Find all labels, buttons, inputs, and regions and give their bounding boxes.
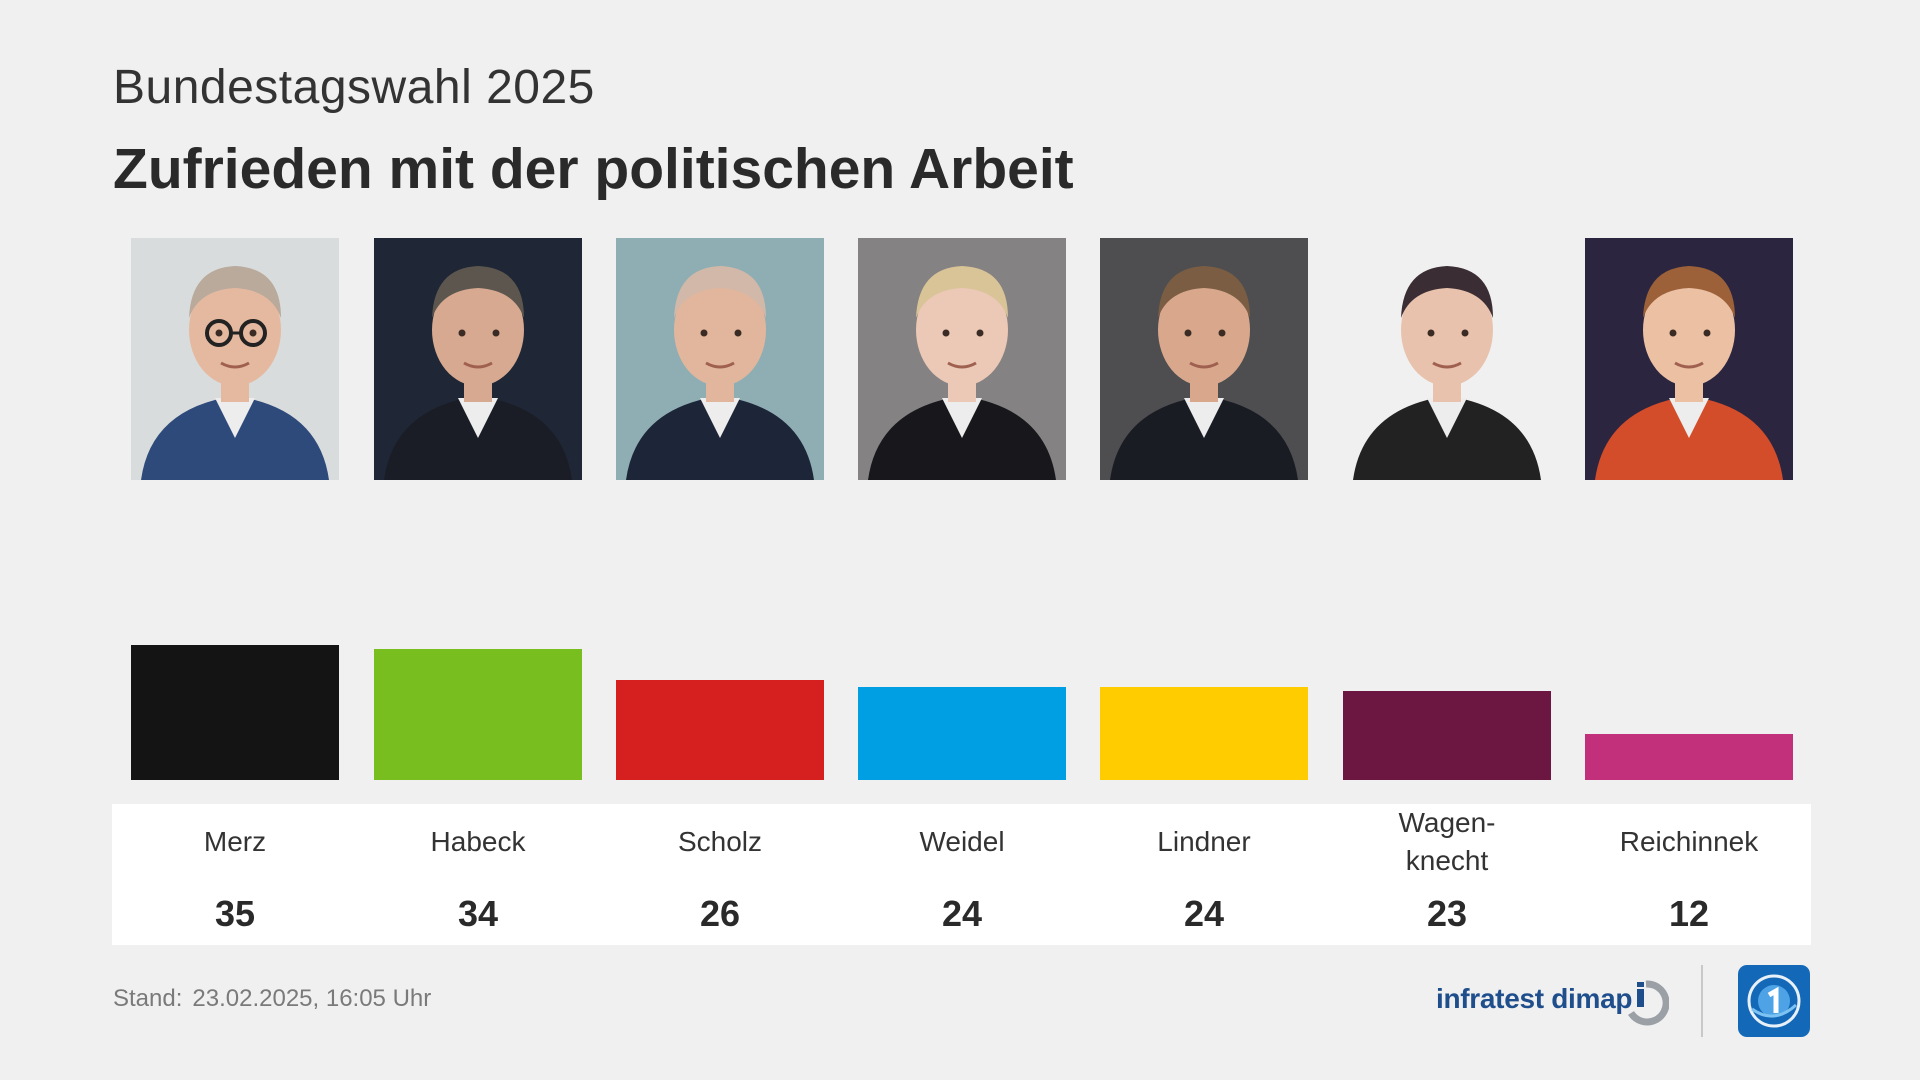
weidel-photo [858,238,1066,480]
value-label: 26 [699,893,741,934]
scholz-photo [616,238,824,480]
bar-habeck [374,649,582,780]
chart-title: Zufrieden mit der politischen Arbeit [113,137,1074,201]
bar-reichinnek [1585,734,1793,780]
bar-scholz [616,680,824,780]
value-label: 23 [1426,893,1468,934]
category-label: Wagen- knecht [1398,807,1496,876]
category-label: Lindner [1157,826,1251,857]
bar-lindner [1100,687,1308,780]
category-label: Weidel [919,826,1005,857]
value-label: 35 [214,893,256,934]
label-panel [112,804,1811,945]
category-label: Reichinnek [1619,826,1759,857]
bar-weidel [858,687,1066,780]
reichinnek-photo [1585,238,1793,480]
category-label: Merz [203,826,267,857]
stand-value: 23.02.2025, 16:05 Uhr [192,985,432,1012]
ard-tagesschau-logo-icon [1738,965,1810,1037]
value-label: 24 [941,893,983,934]
category-label: Scholz [677,826,763,857]
stand-label: Stand: [113,985,183,1012]
infratest-dimap-icon [1628,980,1669,1026]
footer-divider [1701,965,1703,1037]
bar-wagenknecht [1343,691,1551,780]
footer-timestamp: Stand: 23.02.2025, 16:05 Uhr [113,985,441,1013]
wagenknecht-photo [1343,238,1551,480]
value-label: 34 [457,893,499,934]
value-label: 12 [1668,893,1710,934]
habeck-photo [374,238,582,480]
infratest-dimap-logo-text: infratest dimap [1436,983,1633,1014]
lindner-photo [1100,238,1308,480]
chart-subtitle: Bundestagswahl 2025 [113,61,595,114]
value-label: 24 [1183,893,1225,934]
merz-photo [131,238,339,480]
category-label: Habeck [430,826,526,857]
bar-merz [131,645,339,780]
